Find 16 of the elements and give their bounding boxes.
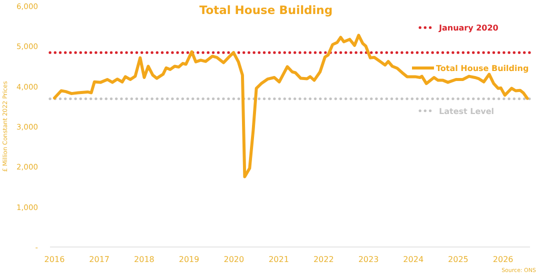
x-tick-label: 2023 bbox=[358, 255, 379, 264]
x-tick-label: 2025 bbox=[448, 255, 468, 264]
line-series bbox=[52, 34, 529, 178]
x-tick-label: 2020 bbox=[224, 255, 244, 264]
x-tick-label: 2019 bbox=[178, 255, 200, 264]
x-tick-label: 2016 bbox=[44, 255, 65, 264]
x-tick-label: 2021 bbox=[268, 255, 289, 264]
x-tick-label: 2017 bbox=[89, 255, 110, 264]
chart-title: Total House Building bbox=[199, 3, 333, 17]
x-tick-label: 2024 bbox=[403, 255, 424, 264]
x-tick-label: 2022 bbox=[313, 255, 334, 264]
legend-label: January 2020 bbox=[438, 24, 499, 33]
x-tick-label: 2026 bbox=[492, 255, 514, 264]
x-tick-label: 2018 bbox=[134, 255, 154, 264]
legend-label: Total House Building bbox=[436, 64, 529, 73]
legend-label: Latest Level bbox=[439, 106, 494, 116]
